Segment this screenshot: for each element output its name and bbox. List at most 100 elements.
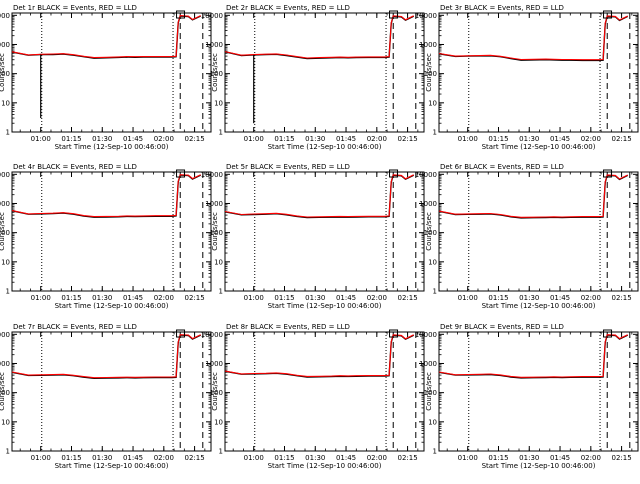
x-tick-label: 02:00 [154,135,174,143]
y-tick-label: 10000 [201,171,223,179]
x-tick-label: 01:00 [244,454,264,462]
panel-det-2: Det 2r BLACK = Events, RED = LLD 1 10 100 10… [201,4,425,151]
x-tick-label: 01:30 [92,135,112,143]
y-tick-label: 1 [219,448,223,456]
panel-det-8: Det 8r BLACK = Events, RED = LLD 1 10 100 10… [201,323,425,470]
y-tick-label: 1 [433,288,437,296]
panel-det-3: Det 3r BLACK = Events, RED = LLD 1 10 100 10… [415,4,639,151]
series-line-lld [224,15,414,59]
x-tick-label: 02:00 [154,454,174,462]
series-line-lld [438,15,628,61]
plot-frame [11,12,212,133]
x-tick-label: 01:30 [519,294,539,302]
y-tick-label: 10 [214,99,223,107]
y-tick-label: 1000 [205,200,223,208]
x-tick-label: 01:15 [488,135,508,143]
x-tick-label: 02:15 [397,294,417,302]
x-tick-label: 02:00 [367,454,387,462]
plot-frame [224,171,425,292]
y-tick-label: 100 [0,229,10,237]
x-tick-label: 01:15 [274,135,294,143]
y-tick-label: 100 [210,70,223,78]
series-line-events [224,334,415,378]
x-tick-label: 02:00 [581,454,601,462]
y-tick-label: 1 [6,129,10,137]
y-tick-label: 1000 [419,200,437,208]
y-axis-label: Counts/sec [425,212,433,251]
y-tick-label: 10 [428,418,437,426]
y-tick-label: 100 [210,389,223,397]
y-tick-label: 1000 [205,41,223,49]
y-tick-label: 1000 [205,360,223,368]
x-axis-label: Start Time (12-Sep-10 00:46:00) [268,302,382,310]
marker-box [176,10,186,19]
y-axis-label: Counts/sec [0,372,6,411]
y-tick-label: 1 [219,288,223,296]
y-axis-label: Counts/sec [211,53,219,92]
y-tick-label: 1000 [419,41,437,49]
series-line-events [11,15,201,59]
x-tick-label: 01:00 [31,135,51,143]
y-tick-label: 10 [1,258,10,266]
y-tick-label: 100 [0,70,10,78]
x-tick-label: 01:30 [92,294,112,302]
x-tick-label: 01:15 [61,135,81,143]
marker-box [603,329,613,338]
x-tick-label: 01:45 [123,294,143,302]
x-tick-label: 01:45 [550,454,570,462]
marker-box [389,10,399,19]
y-axis-label: Counts/sec [211,372,219,411]
x-tick-label: 01:00 [458,294,478,302]
y-tick-label: 10000 [0,12,10,20]
x-tick-label: 01:00 [458,135,478,143]
x-tick-label: 01:15 [488,454,508,462]
x-tick-label: 01:45 [550,294,570,302]
series-line-lld [438,174,628,218]
x-axis-label: Start Time (12-Sep-10 00:46:00) [482,143,596,151]
x-axis-label: Start Time (12-Sep-10 00:46:00) [55,302,169,310]
series-line-lld [11,334,201,379]
series-line-events [224,15,415,60]
x-tick-label: 02:00 [581,135,601,143]
y-tick-label: 10000 [0,171,10,179]
plot-title: Det 4r BLACK = Events, RED = LLD [13,163,137,171]
y-axis-label: Counts/sec [211,212,219,251]
y-tick-label: 10 [1,99,10,107]
marker-box [603,169,613,178]
y-tick-label: 1 [6,288,10,296]
y-tick-label: 10 [1,418,10,426]
x-tick-label: 02:15 [611,294,631,302]
series-line-lld [11,174,201,218]
x-tick-label: 01:00 [244,294,264,302]
y-axis-label: Counts/sec [0,53,6,92]
x-tick-label: 01:15 [61,294,81,302]
x-tick-label: 02:00 [367,135,387,143]
y-tick-label: 1 [219,129,223,137]
x-tick-label: 02:15 [611,135,631,143]
y-tick-label: 1 [433,129,437,137]
x-axis-label: Start Time (12-Sep-10 00:46:00) [482,462,596,470]
marker-box [176,329,186,338]
x-tick-label: 01:15 [274,294,294,302]
series-line-events [438,15,629,62]
plot-frame [11,331,212,452]
x-tick-label: 02:00 [581,294,601,302]
plot-title: Det 3r BLACK = Events, RED = LLD [440,4,564,12]
series-line-events [11,174,202,218]
x-tick-label: 02:15 [611,454,631,462]
y-tick-label: 10000 [201,331,223,339]
y-tick-label: 1 [433,448,437,456]
x-tick-label: 02:15 [397,454,417,462]
y-tick-label: 100 [424,70,437,78]
x-tick-label: 02:00 [154,294,174,302]
plot-frame [224,12,425,133]
x-tick-label: 01:30 [305,294,325,302]
x-tick-label: 02:00 [367,294,387,302]
x-tick-label: 01:00 [31,294,51,302]
x-tick-label: 02:15 [184,294,204,302]
y-tick-label: 10000 [415,171,437,179]
series-line-events [438,174,629,219]
y-tick-label: 100 [210,229,223,237]
